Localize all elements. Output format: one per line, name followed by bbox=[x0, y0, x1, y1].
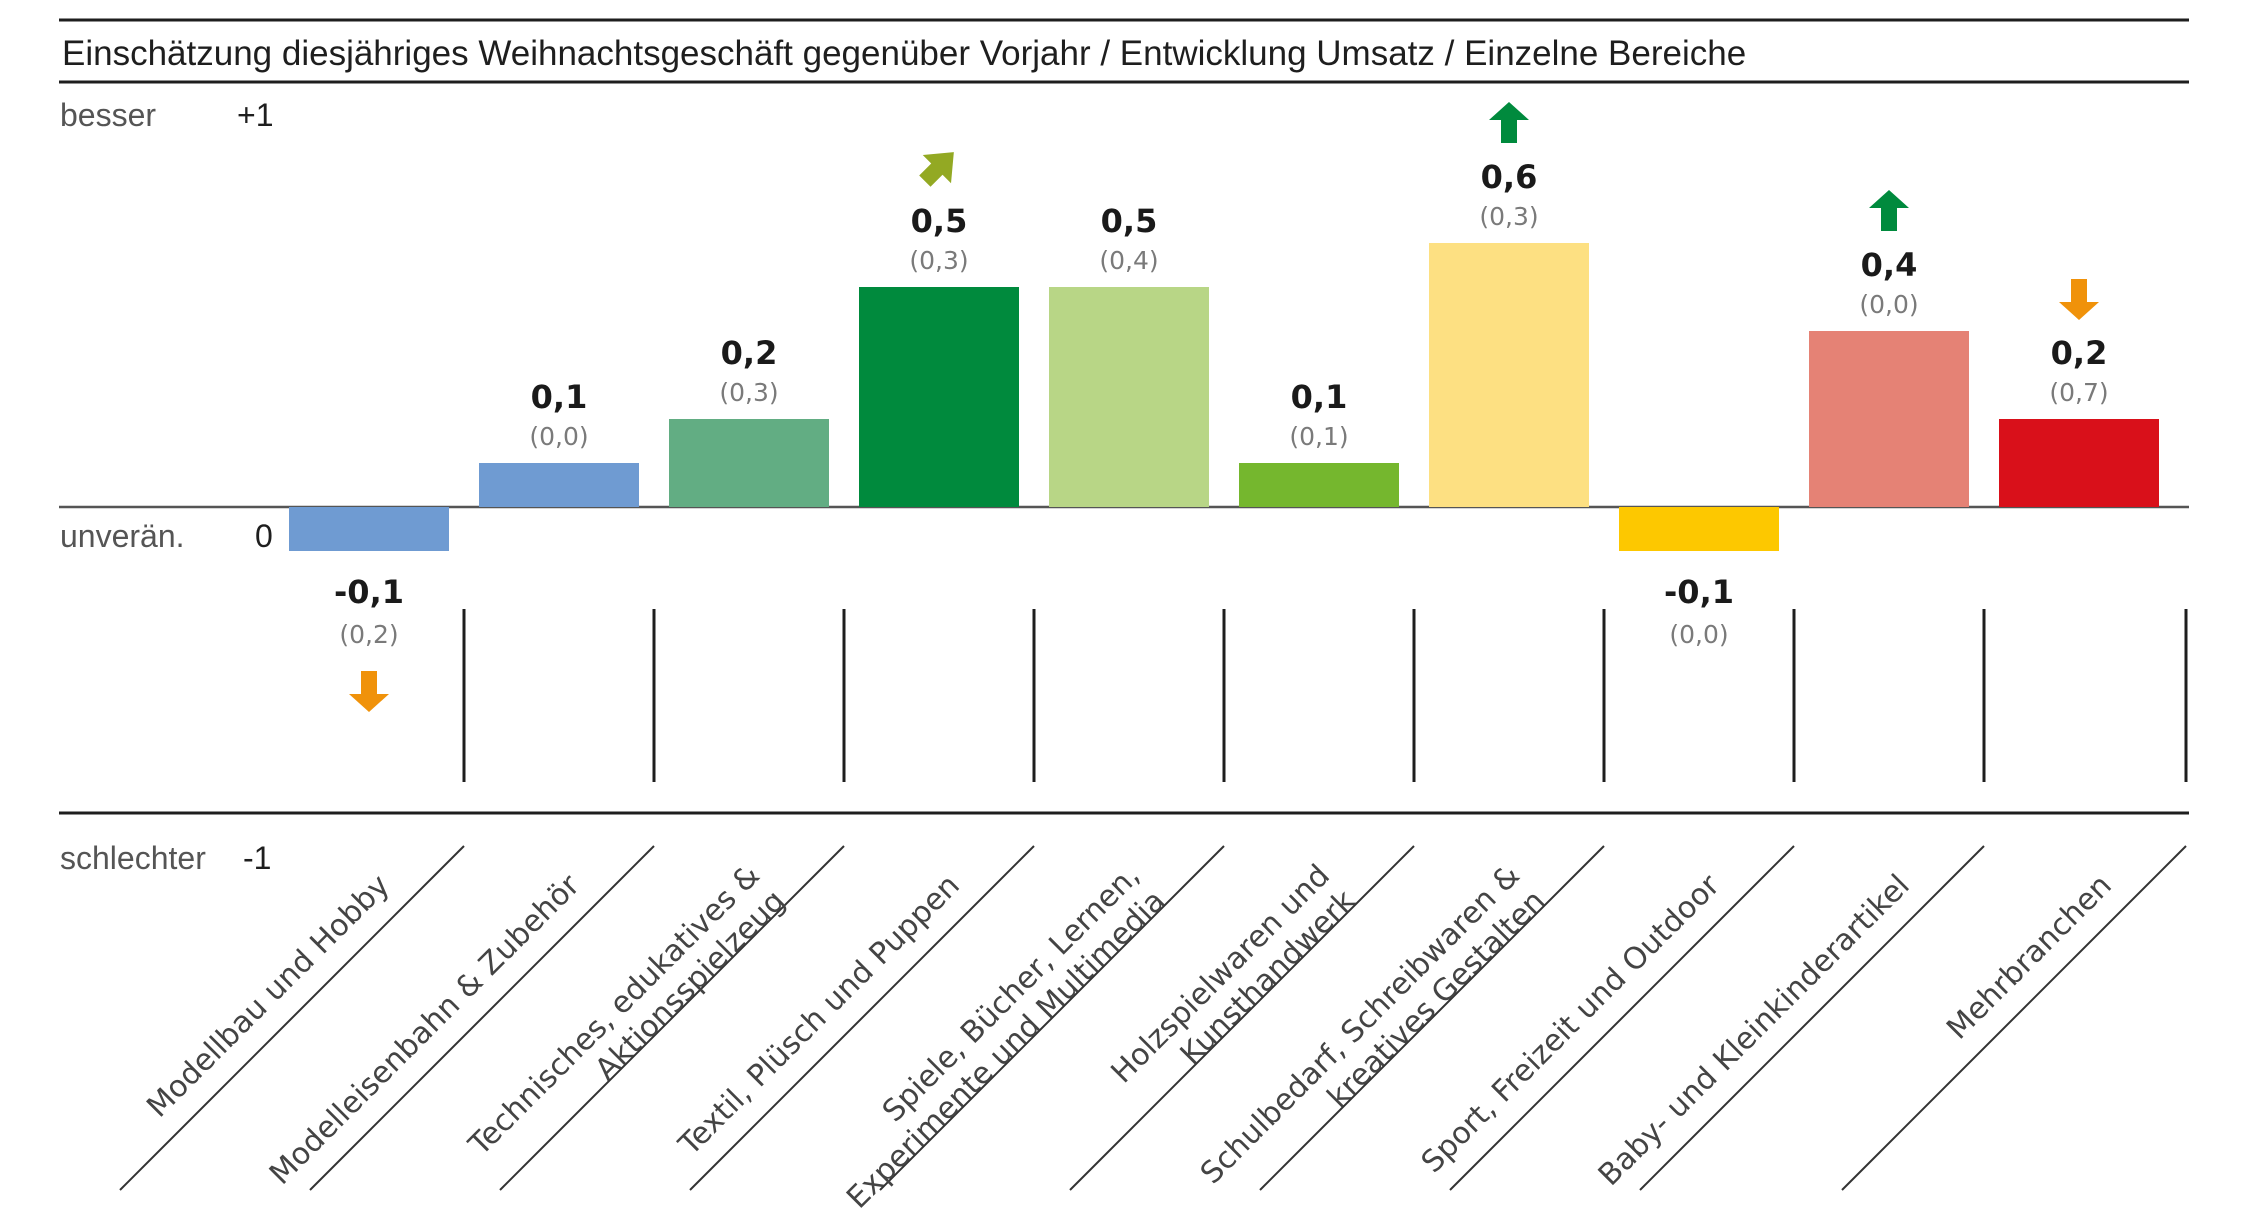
previous-year-label: (0,3) bbox=[1479, 202, 1538, 231]
category-label: Mehrbranchen bbox=[1940, 868, 2119, 1047]
trend-arrow-down-icon bbox=[2059, 279, 2099, 320]
value-label: 0,1 bbox=[531, 378, 588, 416]
label-divider bbox=[1841, 845, 2187, 1191]
bar-group: 0,2 (0,7) bbox=[1999, 279, 2159, 507]
previous-year-label: (0,0) bbox=[1859, 290, 1918, 319]
category-label-line: Mehrbranchen bbox=[1940, 868, 2119, 1047]
trend-arrow-up-icon bbox=[1869, 190, 1909, 231]
y-tick-zero: 0 bbox=[255, 518, 273, 554]
value-label: 0,5 bbox=[1101, 202, 1158, 240]
bar-group: -0,1 (0,0) bbox=[1619, 507, 1779, 649]
y-label-unveraendert: unverän. bbox=[60, 518, 185, 554]
category-label-line: Modelleisenbahn & Zubehör bbox=[263, 868, 587, 1192]
bar bbox=[1239, 463, 1399, 507]
category-label: Spiele, Bücher, Lernen,Experimente und M… bbox=[815, 858, 1173, 1216]
separators-group bbox=[119, 609, 2188, 1191]
bar-group: 0,1 (0,0) bbox=[479, 378, 639, 507]
bar bbox=[1999, 419, 2159, 507]
value-label: 0,4 bbox=[1861, 246, 1918, 284]
bar bbox=[289, 507, 449, 551]
label-divider bbox=[1259, 845, 1605, 1191]
category-label: Technisches, edukatives &Aktionsspielzeu… bbox=[462, 858, 793, 1189]
value-label: -0,1 bbox=[1664, 573, 1734, 611]
bar-group: 0,5 (0,3) bbox=[859, 152, 1019, 507]
value-label: 0,2 bbox=[2051, 334, 2108, 372]
category-label: Schulbedarf, Schreibwaren &kreatives Ges… bbox=[1194, 858, 1552, 1216]
bar-group: 0,1 (0,1) bbox=[1239, 378, 1399, 507]
bar bbox=[669, 419, 829, 507]
previous-year-label: (0,7) bbox=[2049, 378, 2108, 407]
previous-year-label: (0,0) bbox=[1669, 620, 1728, 649]
bar-group: 0,2 (0,3) bbox=[669, 334, 829, 507]
trend-arrow-up-icon bbox=[1489, 102, 1529, 143]
label-divider bbox=[1069, 845, 1415, 1191]
bar-group: 0,5 (0,4) bbox=[1049, 202, 1209, 507]
previous-year-label: (0,1) bbox=[1289, 422, 1348, 451]
value-label: 0,5 bbox=[911, 202, 968, 240]
label-divider bbox=[1639, 845, 1985, 1191]
category-label-line: Baby- und Kleinkinderartikel bbox=[1592, 868, 1917, 1193]
category-label: Baby- und Kleinkinderartikel bbox=[1592, 868, 1917, 1193]
trend-arrow-up-right-icon bbox=[919, 152, 954, 187]
bar-group: 0,6 (0,3) bbox=[1429, 102, 1589, 507]
y-tick-plus1: +1 bbox=[237, 97, 273, 133]
label-divider bbox=[499, 845, 845, 1191]
y-tick-minus1: -1 bbox=[243, 840, 271, 876]
previous-year-label: (0,0) bbox=[529, 422, 588, 451]
bars-group: -0,1 (0,2) 0,1 (0,0) 0,2 (0,3) 0,5 (0,3) 0,5 (0,4… bbox=[289, 102, 2159, 712]
bar bbox=[1429, 243, 1589, 507]
bar bbox=[1809, 331, 1969, 507]
label-divider bbox=[309, 845, 655, 1191]
label-divider bbox=[689, 845, 1035, 1191]
chart-title: Einschätzung diesjähriges Weihnachtsgesc… bbox=[62, 34, 1746, 73]
bar bbox=[479, 463, 639, 507]
value-label: -0,1 bbox=[334, 573, 404, 611]
category-label: Modelleisenbahn & Zubehör bbox=[263, 868, 587, 1192]
value-label: 0,2 bbox=[721, 334, 778, 372]
previous-year-label: (0,4) bbox=[1099, 246, 1158, 275]
previous-year-label: (0,3) bbox=[909, 246, 968, 275]
previous-year-label: (0,2) bbox=[339, 620, 398, 649]
bar-group: -0,1 (0,2) bbox=[289, 507, 449, 712]
previous-year-label: (0,3) bbox=[719, 378, 778, 407]
y-label-schlechter: schlechter bbox=[60, 840, 206, 876]
bar bbox=[1619, 507, 1779, 551]
bar bbox=[859, 287, 1019, 507]
trend-arrow-down-icon bbox=[349, 671, 389, 712]
value-label: 0,6 bbox=[1481, 158, 1538, 196]
label-divider bbox=[119, 845, 465, 1191]
bar bbox=[1049, 287, 1209, 507]
y-label-besser: besser bbox=[60, 97, 156, 133]
bar-group: 0,4 (0,0) bbox=[1809, 190, 1969, 507]
value-label: 0,1 bbox=[1291, 378, 1348, 416]
label-divider bbox=[1449, 845, 1795, 1191]
label-divider bbox=[879, 845, 1225, 1191]
